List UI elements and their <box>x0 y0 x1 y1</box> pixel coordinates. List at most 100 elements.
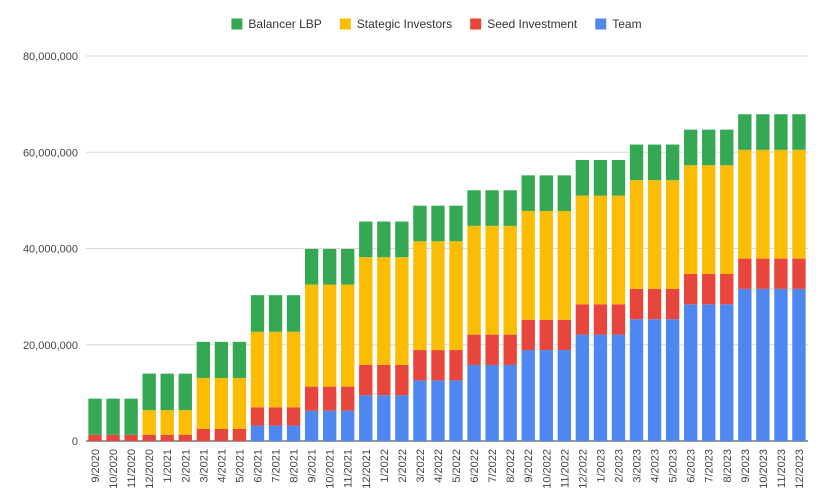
bar-segment-seed-investment <box>702 274 716 305</box>
legend: Balancer LBP Stategic Investors Seed Inves… <box>231 17 642 31</box>
bar-segment-balancer-lbp <box>449 205 463 242</box>
bar-segment-balancer-lbp <box>539 175 553 211</box>
bar-segment-team <box>683 304 698 441</box>
bar-segment-balancer-lbp <box>304 248 319 285</box>
y-tick-label: 40,000,000 <box>23 244 78 256</box>
bar-segment-balancer-lbp <box>431 205 445 242</box>
bar-segment-seed-investment <box>683 274 698 305</box>
bar-segment-stategic-investors <box>142 410 156 435</box>
legend-item: Balancer LBP <box>231 17 322 31</box>
bar-segment-balancer-lbp <box>395 221 409 258</box>
bar-segment-team <box>575 334 590 441</box>
x-tick-label: 12/2023 <box>794 449 806 489</box>
x-axis: 9/2020 10/2020 11/2020 12/2020 1/2021 2/2021 3… <box>90 449 806 489</box>
bar-segment-seed-investment <box>124 434 138 441</box>
bar-segment-seed-investment <box>359 364 373 396</box>
x-tick-label: 1/2022 <box>379 449 391 483</box>
legend-label: Balancer LBP <box>248 17 321 31</box>
bar-segment-balancer-lbp <box>521 175 535 211</box>
x-tick-label: 5/2022 <box>451 449 463 483</box>
gridlines <box>86 55 808 442</box>
x-tick-label: 7/2023 <box>704 449 716 483</box>
bar-segment-balancer-lbp <box>142 373 156 411</box>
bar-segment-balancer-lbp <box>756 114 770 150</box>
bar-segment-seed-investment <box>268 407 283 426</box>
bar-segment-team <box>286 425 301 441</box>
bar-segment-stategic-investors <box>431 241 445 351</box>
bar-segment-balancer-lbp <box>377 221 391 258</box>
legend-item: Seed Investment <box>470 17 578 31</box>
x-tick-label: 9/2022 <box>523 449 535 483</box>
x-tick-label: 10/2020 <box>108 449 120 489</box>
bar-segment-balancer-lbp <box>720 129 734 166</box>
y-tick-label: 80,000,000 <box>23 51 78 63</box>
bar-segment-team <box>611 334 626 441</box>
x-tick-label: 5/2021 <box>234 449 246 483</box>
bar-segment-balancer-lbp <box>232 341 247 378</box>
bar-segment-team <box>395 395 409 441</box>
bar-segment-balancer-lbp <box>738 114 752 150</box>
bar-segment-seed-investment <box>142 434 156 441</box>
bar-segment-seed-investment <box>341 386 355 411</box>
bar-segment-seed-investment <box>449 350 463 381</box>
legend-label: Team <box>612 17 641 31</box>
x-tick-label: 6/2021 <box>252 449 264 483</box>
bar-segment-stategic-investors <box>232 377 247 429</box>
x-tick-label: 10/2021 <box>325 449 337 489</box>
bar-segment-team <box>449 380 463 441</box>
bar-segment-seed-investment <box>160 434 174 441</box>
legend-swatch <box>595 18 607 30</box>
bar-segment-team <box>413 380 427 441</box>
x-tick-label: 12/2021 <box>361 449 373 489</box>
bar-segment-stategic-investors <box>196 377 211 429</box>
x-tick-label: 11/2022 <box>559 449 571 488</box>
bar-segment-stategic-investors <box>395 257 409 365</box>
legend-swatch <box>231 18 243 30</box>
bar-segment-stategic-investors <box>160 410 174 435</box>
bar-segment-team <box>629 319 644 441</box>
bar-segment-seed-investment <box>395 364 409 396</box>
x-tick-label: 2/2023 <box>613 449 625 483</box>
bar-segment-seed-investment <box>756 258 770 289</box>
bar-segment-balancer-lbp <box>268 295 283 332</box>
bar-segment-stategic-investors <box>521 210 535 320</box>
x-tick-label: 2/2022 <box>397 449 409 483</box>
bar-segment-balancer-lbp <box>88 398 102 435</box>
bar-segment-stategic-investors <box>756 149 770 259</box>
x-tick-label: 3/2021 <box>198 449 210 483</box>
bar-segment-stategic-investors <box>503 225 517 335</box>
x-tick-label: 10/2023 <box>758 449 770 489</box>
bar-segment-team <box>756 288 770 441</box>
bar-segment-seed-investment <box>485 334 499 365</box>
bar-segment-stategic-investors <box>575 195 590 305</box>
bar-segment-seed-investment <box>629 288 644 320</box>
bar-segment-team <box>341 410 355 441</box>
bar-segment-stategic-investors <box>449 241 463 351</box>
bar-segment-team <box>250 425 265 441</box>
bar-segment-balancer-lbp <box>683 129 698 166</box>
x-tick-label: 2/2021 <box>180 449 192 483</box>
bar-segment-stategic-investors <box>702 165 716 275</box>
bar-segment-seed-investment <box>214 428 229 441</box>
bar-segment-seed-investment <box>377 364 391 396</box>
bar-segment-stategic-investors <box>359 257 373 365</box>
bar-segment-team <box>521 350 535 441</box>
bar-segment-seed-investment <box>611 304 626 335</box>
x-tick-label: 4/2023 <box>650 449 662 483</box>
bar-segment-stategic-investors <box>629 180 644 289</box>
bar-segment-seed-investment <box>322 386 337 411</box>
bar-segment-balancer-lbp <box>214 341 229 378</box>
bar-segment-balancer-lbp <box>665 144 680 181</box>
bar-segment-balancer-lbp <box>647 144 662 181</box>
bar-segment-seed-investment <box>774 258 788 289</box>
bar-segment-team <box>503 364 517 441</box>
bar-segment-seed-investment <box>738 258 752 289</box>
bar-segment-seed-investment <box>232 428 247 441</box>
bar-segment-stategic-investors <box>178 410 192 435</box>
bar-segment-stategic-investors <box>792 149 806 259</box>
y-axis: 0 20,000,000 40,000,000 60,000,000 80,000,00… <box>23 51 78 448</box>
x-tick-label: 12/2022 <box>577 449 589 489</box>
bar-segment-team <box>268 425 283 441</box>
bar-segment-team <box>485 364 499 441</box>
